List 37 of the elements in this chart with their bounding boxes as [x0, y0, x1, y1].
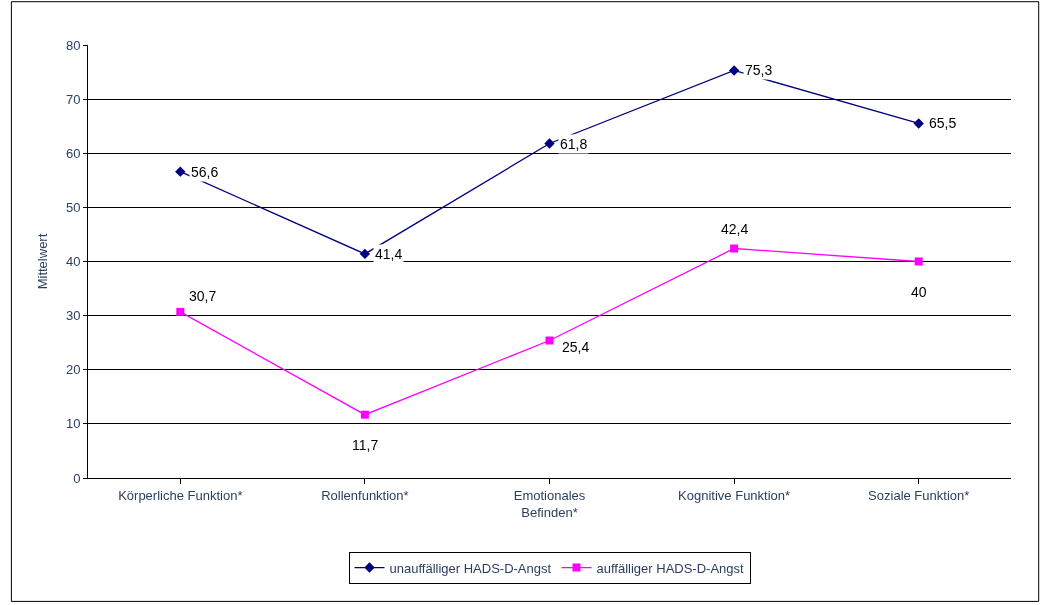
legend-label: unauffälliger HADS-D-Angst — [389, 560, 552, 576]
data-label: 65,5 — [929, 115, 957, 131]
point — [544, 138, 555, 149]
data-label: 41,4 — [375, 246, 403, 262]
y-tick-label: 0 — [73, 470, 81, 486]
y-tick-label: 80 — [65, 37, 81, 53]
data-label: 40 — [911, 284, 927, 300]
point — [360, 410, 369, 419]
x-tick-label: Emotionales Befinden* — [513, 487, 586, 520]
y-axis-title: Mittelwert — [34, 233, 50, 290]
point — [175, 166, 186, 177]
point — [730, 244, 739, 253]
y-tick-label: 60 — [65, 145, 81, 161]
point — [545, 336, 554, 345]
data-label: 11,7 — [352, 437, 379, 453]
point — [913, 118, 924, 129]
data-label: 56,6 — [191, 164, 219, 180]
point — [176, 307, 185, 316]
x-tick-label: Körperliche Funktion* — [118, 487, 243, 503]
point — [914, 257, 923, 266]
data-label: 42,4 — [721, 221, 749, 237]
y-tick-label: 10 — [65, 416, 81, 432]
data-label: 25,4 — [562, 339, 590, 355]
y-tick-label: 70 — [65, 91, 81, 107]
y-tick-label: 50 — [65, 199, 81, 215]
y-tick-label: 40 — [65, 254, 81, 270]
x-tick-label: Rollenfunktion* — [321, 487, 409, 503]
data-label: 75,3 — [745, 62, 773, 78]
y-tick-label: 30 — [65, 308, 81, 324]
x-tick-label: Soziale Funktion* — [868, 487, 970, 503]
data-label: 61,8 — [560, 136, 588, 152]
point — [728, 65, 740, 76]
legend-label: auffälliger HADS-D-Angst — [596, 560, 745, 576]
point — [359, 248, 371, 260]
data-label: 30,7 — [189, 288, 217, 304]
x-tick-label: Kognitive Funktion* — [678, 487, 791, 503]
y-tick-label: 20 — [65, 362, 81, 378]
